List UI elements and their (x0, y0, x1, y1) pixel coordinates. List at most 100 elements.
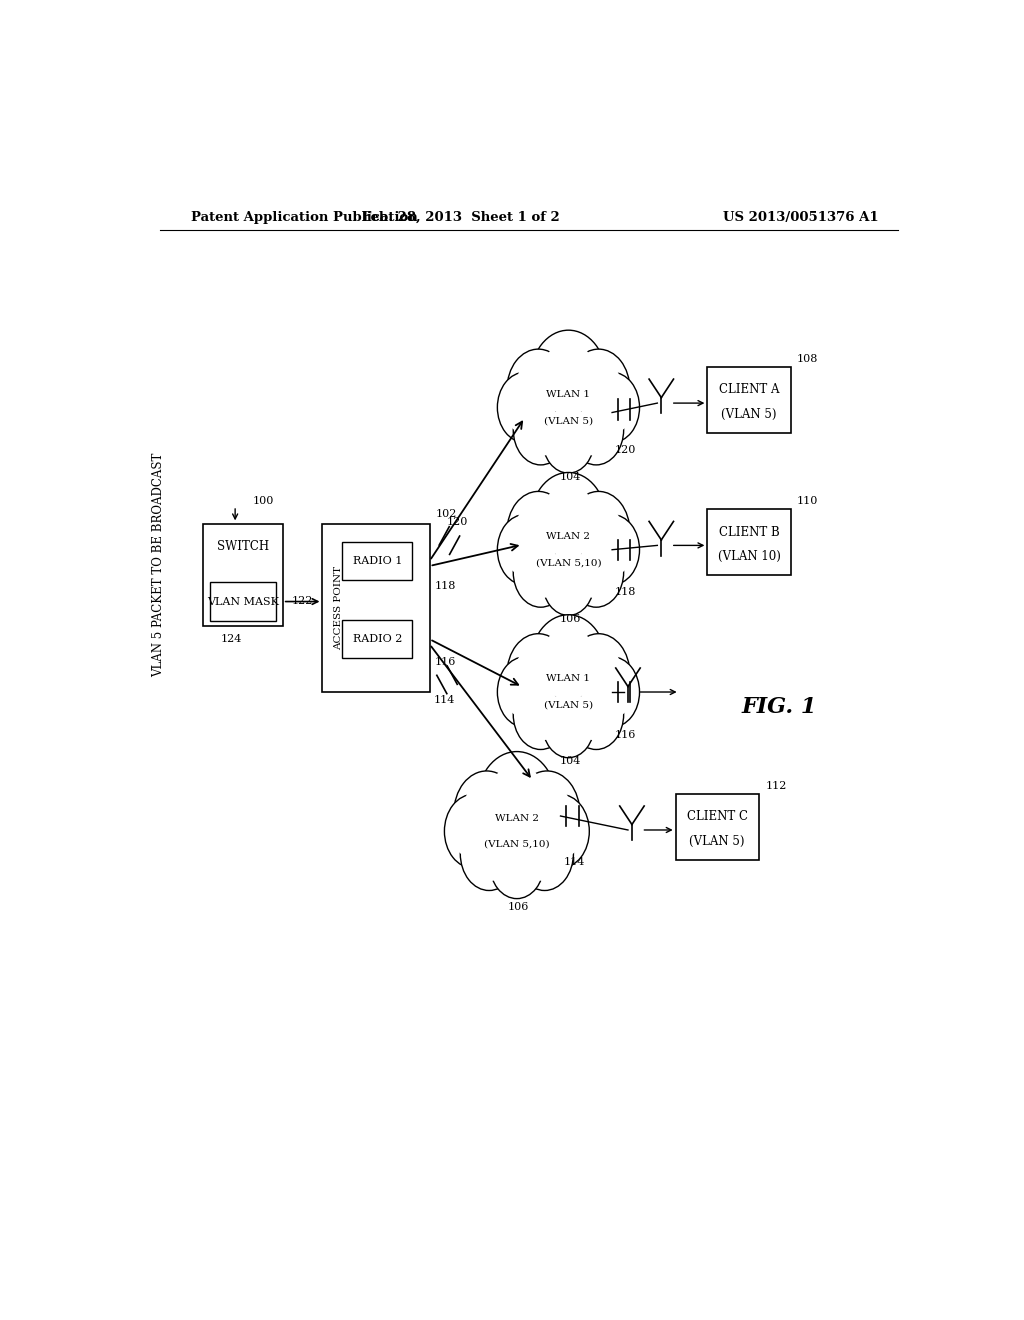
Circle shape (540, 342, 597, 416)
Text: 106: 106 (559, 614, 581, 624)
Text: WLAN 1: WLAN 1 (547, 675, 591, 684)
Text: 102: 102 (436, 510, 458, 519)
Text: 112: 112 (765, 780, 786, 791)
Circle shape (516, 817, 573, 891)
Text: (VLAN 5,10): (VLAN 5,10) (484, 840, 550, 849)
Circle shape (520, 545, 561, 598)
Text: US 2013/0051376 A1: US 2013/0051376 A1 (723, 211, 879, 224)
Text: 120: 120 (614, 445, 636, 455)
Circle shape (523, 826, 566, 882)
Circle shape (452, 804, 495, 859)
FancyBboxPatch shape (342, 541, 412, 581)
Text: WLAN 2: WLAN 2 (495, 813, 539, 822)
Circle shape (585, 657, 640, 727)
Circle shape (504, 381, 546, 434)
Circle shape (498, 657, 552, 727)
Text: 106: 106 (508, 903, 529, 912)
Circle shape (543, 549, 594, 615)
Circle shape (567, 348, 630, 429)
Text: CLIENT B: CLIENT B (719, 525, 779, 539)
Text: (VLAN 5): (VLAN 5) (544, 416, 593, 425)
Circle shape (575, 502, 622, 561)
Circle shape (522, 781, 571, 845)
Circle shape (513, 680, 568, 750)
Circle shape (504, 523, 546, 576)
Circle shape (585, 372, 640, 442)
Text: 122: 122 (292, 595, 313, 606)
Circle shape (575, 644, 622, 704)
Text: ACCESS POINT: ACCESS POINT (334, 566, 343, 651)
Circle shape (543, 692, 594, 758)
Circle shape (585, 515, 640, 585)
FancyBboxPatch shape (708, 367, 791, 433)
Text: 120: 120 (446, 517, 468, 527)
Circle shape (543, 407, 594, 473)
Text: RADIO 2: RADIO 2 (352, 634, 401, 644)
FancyBboxPatch shape (708, 510, 791, 576)
Circle shape (530, 330, 606, 428)
Text: (VLAN 5): (VLAN 5) (721, 408, 777, 421)
Circle shape (507, 491, 569, 572)
Circle shape (507, 634, 569, 714)
Circle shape (497, 838, 538, 890)
Circle shape (540, 627, 597, 700)
Circle shape (507, 348, 569, 429)
Text: 118: 118 (435, 581, 456, 591)
Text: 118: 118 (614, 587, 636, 598)
Circle shape (549, 414, 588, 465)
Circle shape (504, 665, 546, 718)
Text: WLAN 1: WLAN 1 (547, 389, 591, 399)
Text: Patent Application Publication: Patent Application Publication (191, 211, 418, 224)
Circle shape (520, 688, 561, 741)
Circle shape (531, 795, 589, 869)
Circle shape (515, 359, 562, 420)
Circle shape (486, 764, 547, 841)
Text: 104: 104 (559, 756, 581, 766)
Circle shape (549, 557, 588, 607)
Text: (VLAN 5,10): (VLAN 5,10) (536, 558, 601, 568)
Circle shape (575, 404, 616, 457)
Circle shape (539, 804, 582, 859)
Circle shape (549, 700, 588, 750)
Circle shape (477, 751, 557, 854)
Circle shape (444, 795, 502, 869)
Circle shape (592, 665, 633, 718)
Text: VLAN MASK: VLAN MASK (207, 597, 280, 607)
Text: 100: 100 (253, 496, 274, 506)
FancyBboxPatch shape (323, 524, 430, 692)
Circle shape (575, 359, 622, 420)
Circle shape (461, 817, 518, 891)
Circle shape (513, 537, 568, 607)
FancyBboxPatch shape (676, 793, 759, 859)
Circle shape (530, 473, 606, 570)
Text: WLAN 2: WLAN 2 (547, 532, 591, 541)
Text: 108: 108 (797, 354, 818, 363)
Text: (VLAN 10): (VLAN 10) (718, 550, 780, 564)
Circle shape (530, 615, 606, 713)
Circle shape (468, 826, 511, 882)
Circle shape (515, 502, 562, 561)
Text: 114: 114 (563, 857, 585, 867)
Text: 110: 110 (797, 496, 818, 506)
Text: (VLAN 5): (VLAN 5) (544, 701, 593, 710)
FancyBboxPatch shape (210, 582, 276, 620)
Text: 104: 104 (559, 471, 581, 482)
Circle shape (514, 771, 580, 855)
Text: Feb. 28, 2013  Sheet 1 of 2: Feb. 28, 2013 Sheet 1 of 2 (362, 211, 560, 224)
Text: 114: 114 (433, 696, 455, 705)
Circle shape (567, 491, 630, 572)
Circle shape (489, 829, 544, 899)
Circle shape (575, 545, 616, 598)
Circle shape (568, 537, 624, 607)
Circle shape (498, 372, 552, 442)
Circle shape (515, 644, 562, 704)
FancyBboxPatch shape (342, 620, 412, 659)
Circle shape (568, 680, 624, 750)
Text: 116: 116 (435, 656, 456, 667)
Circle shape (592, 523, 633, 576)
Text: VLAN 5 PACKET TO BE BROADCAST: VLAN 5 PACKET TO BE BROADCAST (152, 453, 165, 677)
FancyBboxPatch shape (204, 524, 283, 626)
Text: (VLAN 5): (VLAN 5) (689, 834, 745, 847)
Text: 116: 116 (614, 730, 636, 739)
Circle shape (520, 404, 561, 457)
